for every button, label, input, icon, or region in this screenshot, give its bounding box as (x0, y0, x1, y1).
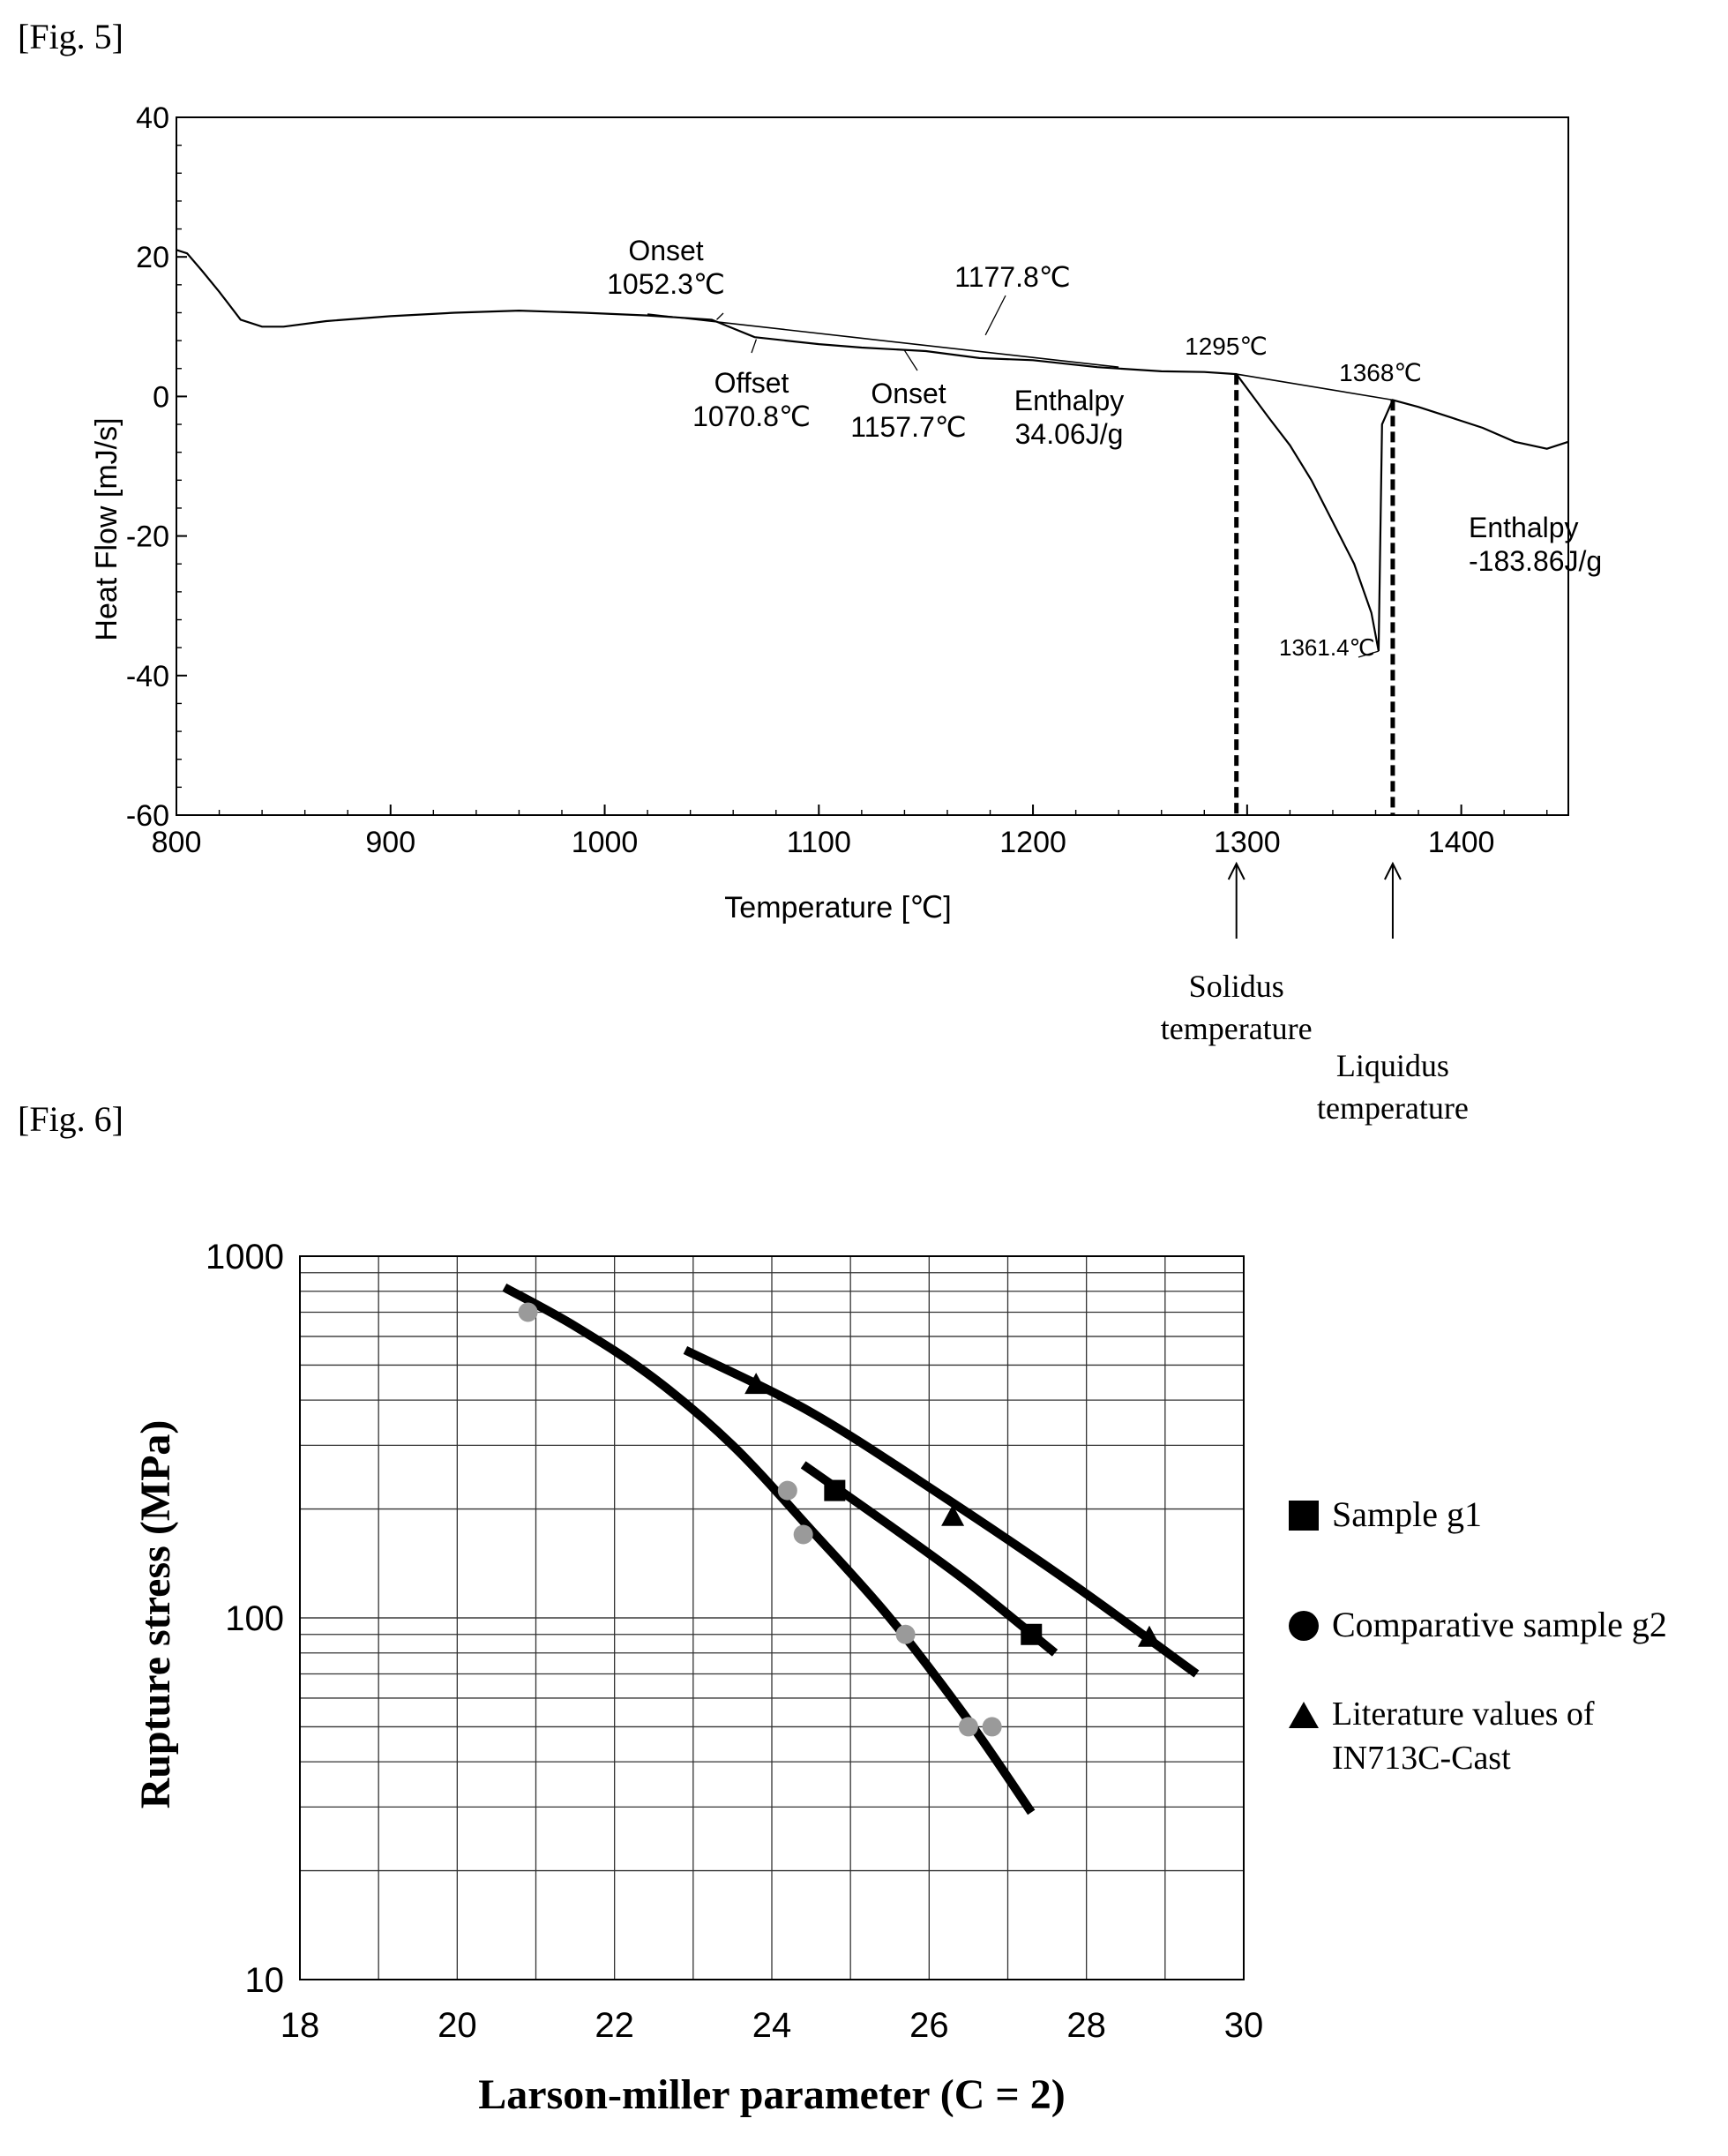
fig5-annotation-leader (751, 339, 758, 354)
fig5-marker-label: temperature (1161, 1011, 1313, 1046)
fig5-chart: 800 900 1000 1100 1200 1300 1400 -60 -40 -20 0 20 40… (90, 101, 1602, 1126)
fig5-annotation-text: Onset (871, 378, 946, 409)
fig5-x-axis-label: Temperature [℃] (724, 891, 951, 925)
fig5-annotation-text: 1052.3℃ (607, 268, 725, 300)
fig6-x-tick-label: 30 (1224, 2006, 1264, 2045)
fig5-annotation-text: -183.86J/g (1469, 545, 1602, 577)
fig6-x-tick-label: 20 (438, 2006, 477, 2045)
fig6-label: [Fig. 6] (18, 1099, 123, 1139)
fig5-baseline-peak (1236, 373, 1394, 401)
fig6-point-circle (982, 1717, 1002, 1737)
fig5-annotation-text: Onset (628, 235, 703, 266)
fig5-annotation-text: Offset (714, 367, 789, 399)
fig5-annotation-leader (716, 312, 724, 320)
fig5-annotation-leader (984, 295, 1006, 336)
fig6-point-square (824, 1479, 846, 1501)
fig6-point-circle (518, 1302, 538, 1322)
fig5-y-tick-label: -40 (126, 660, 169, 693)
fig5-marker-label: temperature (1317, 1090, 1469, 1126)
fig6-y-tick-label: 100 (225, 1599, 284, 1638)
fig5-x-tick-label: 1300 (1214, 826, 1281, 859)
fig5-y-tick-label: 40 (136, 101, 169, 135)
fig5-x-tick-label: 1100 (787, 826, 851, 859)
fig5-marker-arrowhead (1384, 861, 1402, 880)
fig5-plot-frame (176, 116, 1569, 816)
legend-label: Literature values of (1332, 1696, 1595, 1733)
fig6-y-axis-label: Rupture stress (MPa) (132, 1420, 179, 1809)
legend-triangle-icon (1289, 1702, 1319, 1728)
fig6-point-circle (958, 1717, 978, 1737)
fig6-point-triangle (1138, 1625, 1161, 1647)
fig5-annotation-text: 1157.7℃ (850, 411, 966, 443)
fig5-x-tick-label: 1400 (1428, 826, 1495, 859)
fig6-x-axis-label: Larson-miller parameter (C = 2) (478, 2071, 1065, 2118)
legend-square-icon (1289, 1501, 1319, 1531)
fig6-x-tick-label: 28 (1066, 2006, 1106, 2045)
fig5-marker-arrowhead (1227, 861, 1246, 880)
fig6-point-triangle (941, 1504, 965, 1526)
fig6-point-circle (793, 1524, 813, 1545)
fig6-y-tick-label: 1000 (206, 1238, 284, 1276)
fig5-x-tick-label: 1200 (999, 826, 1066, 859)
fig6-plot-frame (299, 1255, 1245, 1980)
legend-label: IN713C-Cast (1332, 1740, 1511, 1777)
fig5-y-axis-label: Heat Flow [mJ/s] (90, 417, 123, 640)
fig5-annotation-leader (1358, 650, 1380, 658)
fig5-annotation-text: Enthalpy (1469, 512, 1579, 543)
legend-label: Sample g1 (1332, 1494, 1482, 1534)
fig5-x-tick-label: 800 (152, 826, 202, 859)
fig5-annotation-text: 1361.4℃ (1279, 634, 1375, 661)
fig6-fit-line (502, 1283, 1036, 1815)
fig5-heat-flow-line (176, 249, 1569, 652)
fig5-annotation-text: Enthalpy (1014, 385, 1125, 416)
fig6-x-tick-label: 26 (909, 2006, 949, 2045)
fig5-y-tick-label: 0 (153, 380, 169, 414)
fig6-x-tick-label: 18 (281, 2006, 320, 2045)
fig5-annotation-text: 1177.8℃ (954, 261, 1070, 293)
fig6-point-triangle (744, 1373, 768, 1395)
fig5-y-tick-label: -20 (126, 520, 169, 554)
fig6-x-tick-label: 24 (752, 2006, 792, 2045)
fig6-fit-line (683, 1345, 1200, 1678)
fig5-marker-label: Solidus (1189, 969, 1284, 1004)
legend-label: Comparative sample g2 (1332, 1605, 1667, 1644)
fig6-point-square (1021, 1623, 1043, 1645)
fig5-annotation-text: 1070.8℃ (692, 401, 811, 432)
fig5-y-tick-label: 20 (136, 241, 169, 274)
fig5-annotation-text: 34.06J/g (1015, 418, 1124, 450)
fig5-annotation-leader (903, 349, 918, 371)
fig5-y-tick-label: -60 (126, 799, 169, 833)
fig5-x-tick-label: 1000 (572, 826, 639, 859)
fig6-y-tick-label: 10 (245, 1961, 285, 2000)
fig6-x-tick-label: 22 (595, 2006, 634, 2045)
legend-circle-icon (1289, 1611, 1319, 1641)
fig6-point-circle (777, 1480, 797, 1501)
fig5-baseline (647, 313, 1119, 368)
fig6-chart: 18 20 22 24 26 28 30 10 100 1000 Sample g1 Compara… (132, 1238, 1667, 2118)
fig5-label: [Fig. 5] (18, 17, 123, 56)
fig5-marker-label: Liquidus (1336, 1048, 1449, 1083)
fig6-point-circle (895, 1624, 916, 1644)
fig5-annotation-text: 1295℃ (1185, 333, 1268, 360)
fig5-annotation-text: 1368℃ (1339, 359, 1422, 386)
fig5-x-tick-label: 900 (365, 826, 415, 859)
